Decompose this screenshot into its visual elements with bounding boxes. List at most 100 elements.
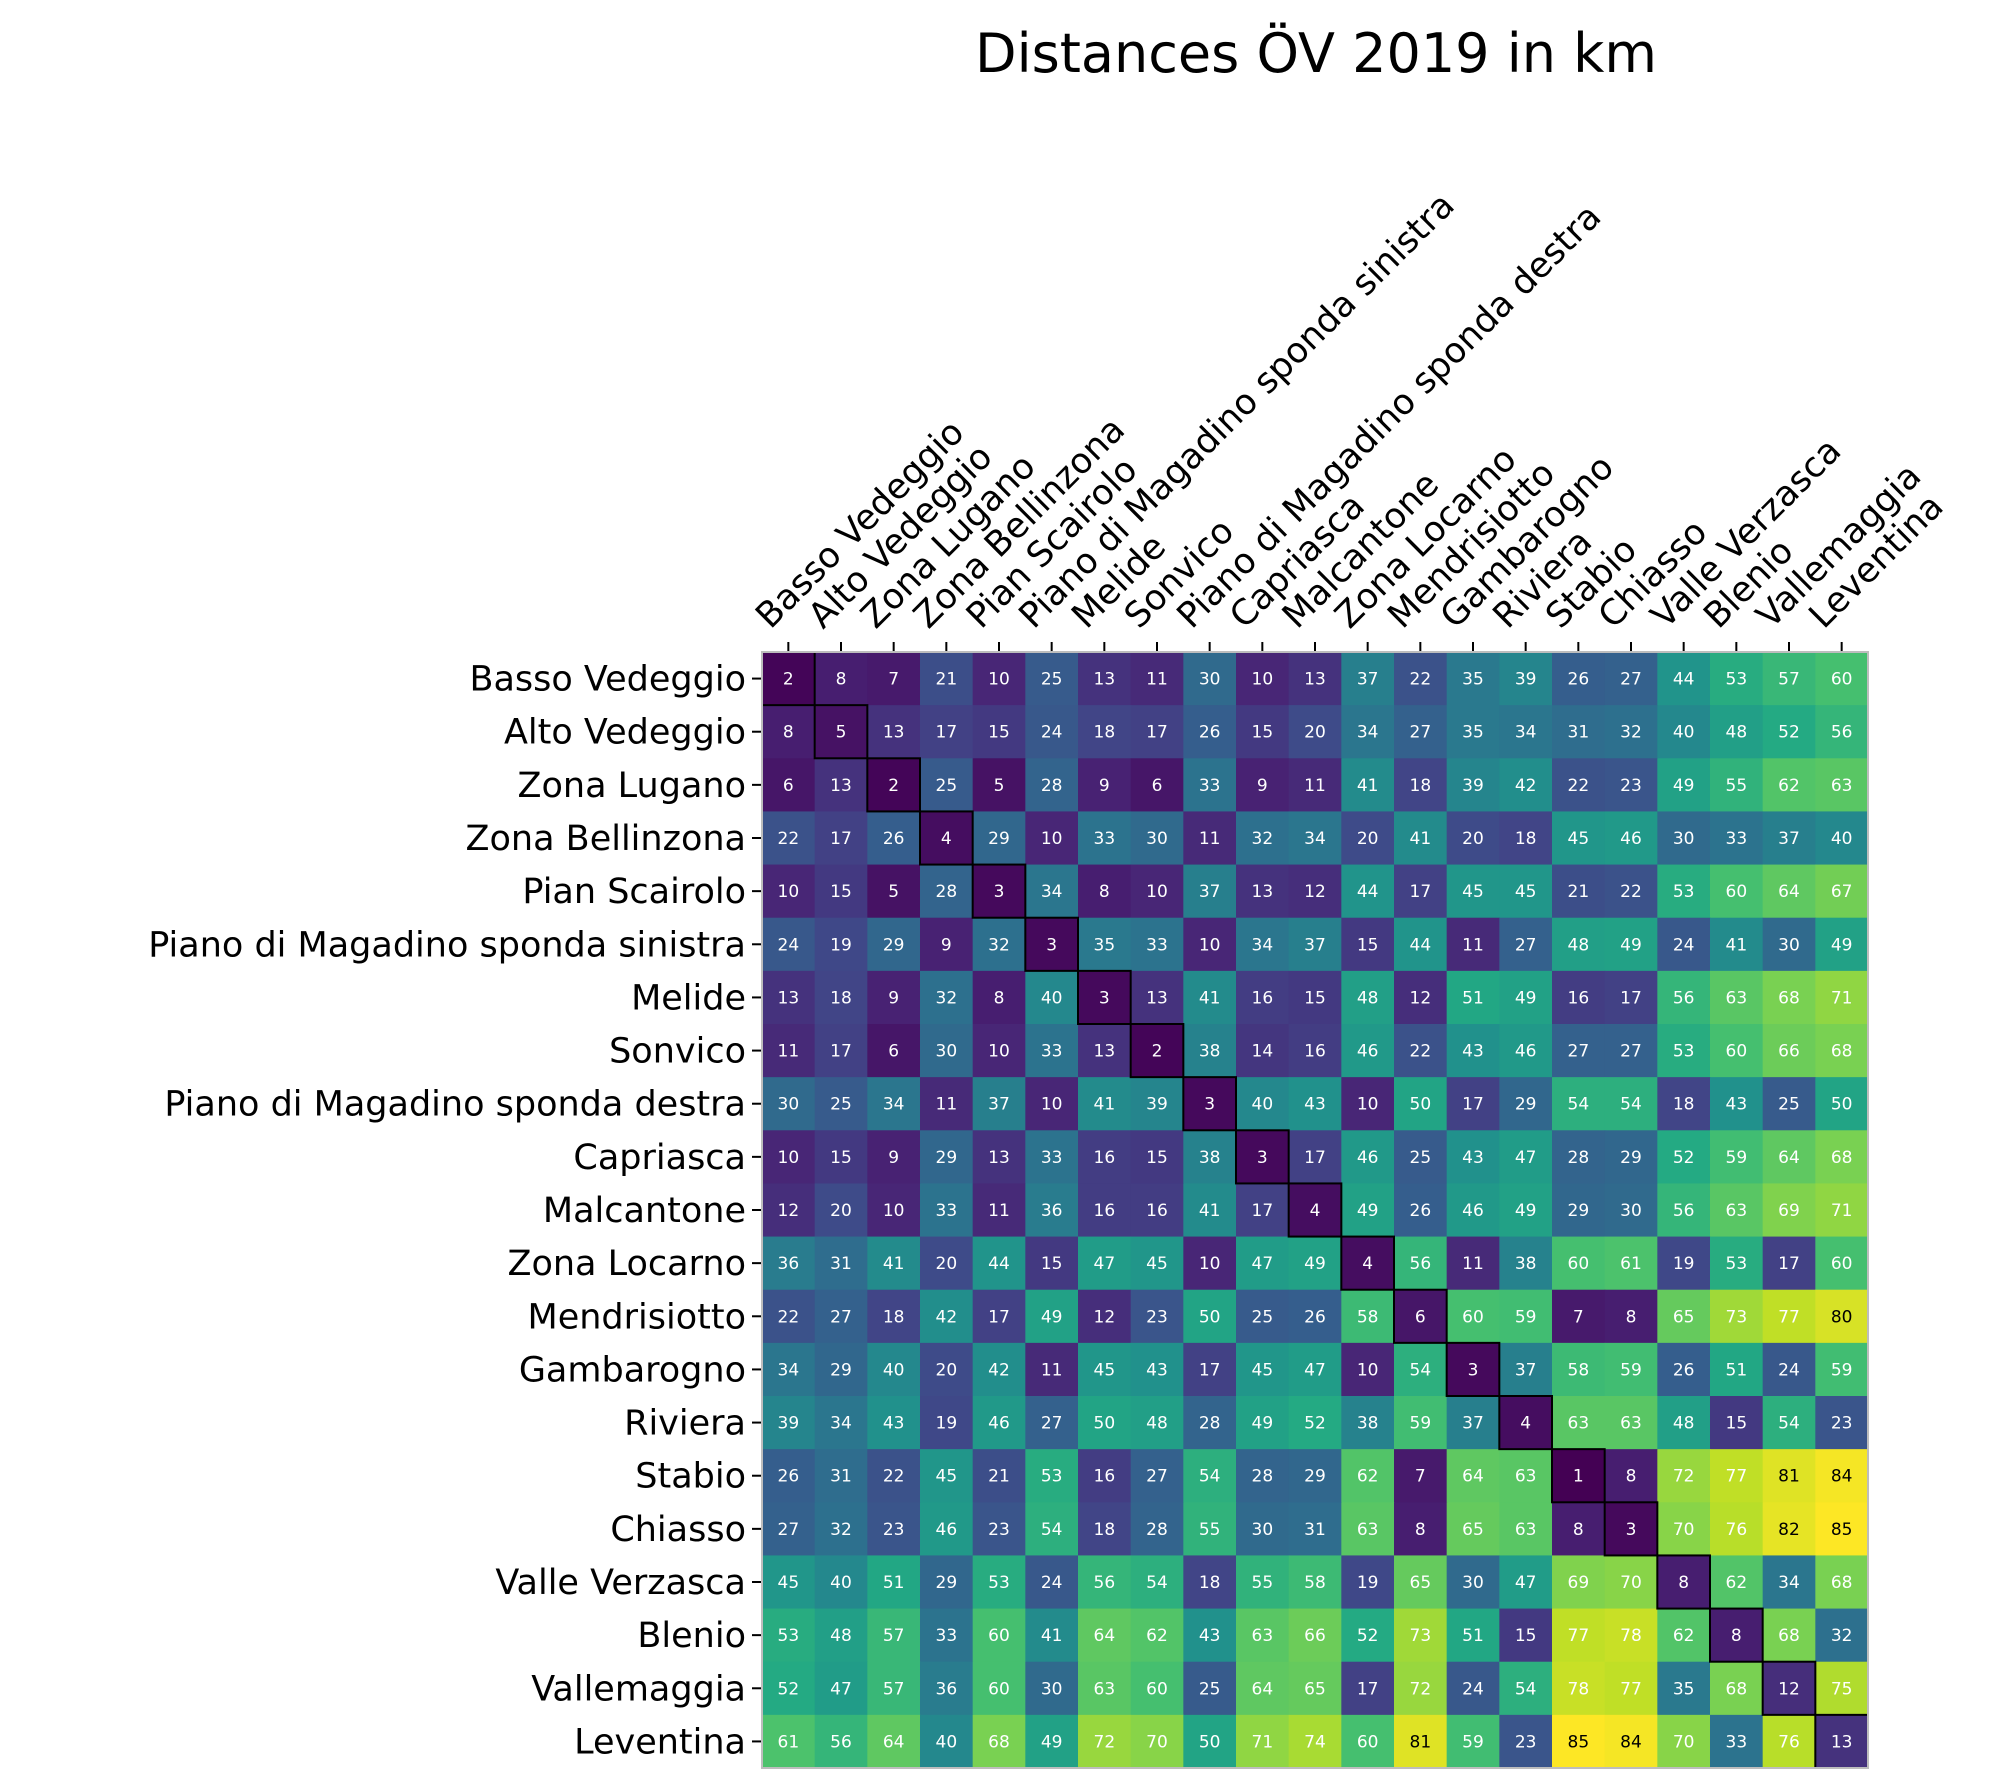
y-tick-label: Capriasca xyxy=(573,1138,746,1178)
heatmap-cell xyxy=(1762,811,1816,866)
heatmap-cell xyxy=(1710,1024,1764,1078)
heatmap-cell xyxy=(1710,705,1764,759)
heatmap-cell xyxy=(920,1396,974,1450)
heatmap-cell xyxy=(1446,758,1500,813)
heatmap-cell xyxy=(1078,705,1132,759)
heatmap-cell xyxy=(1815,1396,1869,1450)
cell-value-label: 36 xyxy=(1041,1201,1063,1221)
heatmap-cell xyxy=(1657,811,1711,866)
cell-value-label: 30 xyxy=(778,1095,800,1115)
heatmap-cell xyxy=(1025,1342,1079,1397)
cell-value-label: 68 xyxy=(1778,988,1800,1008)
heatmap-cell xyxy=(1394,1555,1448,1610)
heatmap-cell xyxy=(1762,1714,1816,1769)
cell-value-label: 52 xyxy=(1304,1414,1326,1434)
heatmap-cell xyxy=(1341,1130,1395,1185)
cell-value-label: 13 xyxy=(1831,1732,1853,1752)
cell-value-label: 55 xyxy=(1252,1573,1274,1593)
heatmap-cell xyxy=(1710,917,1764,972)
heatmap-cell xyxy=(867,917,921,972)
cell-value-label: 28 xyxy=(1199,1414,1221,1434)
cell-value-label: 46 xyxy=(1462,1201,1484,1221)
cell-value-label: 42 xyxy=(1515,776,1537,796)
heatmap-cell xyxy=(920,1555,974,1610)
cell-value-label: 40 xyxy=(830,1573,852,1593)
heatmap-cell xyxy=(1236,1024,1290,1078)
cell-value-label: 46 xyxy=(1357,1148,1379,1168)
cell-value-label: 33 xyxy=(1199,776,1221,796)
heatmap-cell xyxy=(1236,1130,1290,1185)
cell-value-label: 63 xyxy=(1515,1520,1537,1540)
heatmap-cell xyxy=(1762,1608,1816,1663)
diagonal-cell-outline xyxy=(1393,1288,1448,1344)
heatmap-cell xyxy=(972,970,1026,1025)
heatmap-cell xyxy=(1288,1130,1342,1185)
cell-value-label: 25 xyxy=(830,1095,852,1115)
cell-value-label: 52 xyxy=(1357,1626,1379,1646)
heatmap-cell xyxy=(1078,1342,1132,1397)
cell-value-label: 38 xyxy=(1199,1148,1221,1168)
heatmap-cell xyxy=(1078,1608,1132,1663)
heatmap-cell xyxy=(1604,1342,1658,1397)
cell-value-label: 55 xyxy=(1726,776,1748,796)
cell-value-label: 34 xyxy=(1252,935,1274,955)
heatmap-cell xyxy=(814,811,868,866)
heatmap-cell xyxy=(1183,1289,1237,1344)
cell-value-label: 64 xyxy=(883,1732,905,1752)
cell-value-label: 54 xyxy=(1620,1095,1642,1115)
heatmap-cell xyxy=(1078,652,1132,706)
heatmap-cell xyxy=(867,1077,921,1131)
heatmap-cell xyxy=(972,705,1026,759)
cell-value-label: 34 xyxy=(1041,882,1063,902)
cell-value-label: 22 xyxy=(778,829,800,849)
cell-value-label: 45 xyxy=(1146,1254,1168,1274)
cell-value-label: 46 xyxy=(1515,1042,1537,1062)
heatmap-cell xyxy=(1236,1608,1290,1663)
cell-value-label: 45 xyxy=(1252,1360,1274,1380)
cell-value-label: 63 xyxy=(1726,1201,1748,1221)
heatmap-cell xyxy=(762,652,816,706)
cell-value-label: 34 xyxy=(1778,1573,1800,1593)
heatmap-cell xyxy=(920,917,974,972)
heatmap-cell xyxy=(1710,1449,1764,1503)
heatmap-cell xyxy=(1762,1555,1816,1610)
heatmap-cell xyxy=(1604,917,1658,972)
heatmap-cell xyxy=(1236,1342,1290,1397)
heatmap-cell xyxy=(1236,1449,1290,1503)
cell-value-label: 71 xyxy=(1831,988,1853,1008)
heatmap-cell xyxy=(1604,1502,1658,1557)
heatmap-cell xyxy=(1130,1024,1184,1078)
cell-value-label: 10 xyxy=(778,882,800,902)
cell-value-label: 27 xyxy=(830,1307,852,1327)
cell-value-label: 8 xyxy=(1099,882,1110,902)
heatmap-cell xyxy=(1815,1024,1869,1078)
cell-value-label: 60 xyxy=(988,1626,1010,1646)
cell-value-label: 54 xyxy=(1778,1414,1800,1434)
heatmap-cell xyxy=(1710,1396,1764,1450)
cell-value-label: 4 xyxy=(1362,1254,1373,1274)
heatmap-cell xyxy=(1657,1289,1711,1344)
heatmap-cell xyxy=(814,1449,868,1503)
cell-value-label: 46 xyxy=(1620,829,1642,849)
cell-value-label: 28 xyxy=(1041,776,1063,796)
heatmap-cell xyxy=(1236,1077,1290,1131)
heatmap-cell xyxy=(762,1077,816,1131)
y-tick-label: Chiasso xyxy=(610,1510,746,1550)
cell-value-label: 50 xyxy=(1199,1307,1221,1327)
heatmap-cell xyxy=(1552,970,1606,1025)
cell-value-label: 34 xyxy=(778,1360,800,1380)
cell-value-label: 54 xyxy=(1568,1095,1590,1115)
heatmap-cell xyxy=(1446,1289,1500,1344)
heatmap-cell xyxy=(1288,1183,1342,1238)
y-tick-label: Melide xyxy=(631,978,746,1018)
heatmap-cell xyxy=(1341,970,1395,1025)
cell-value-label: 66 xyxy=(1304,1626,1326,1646)
cell-value-label: 29 xyxy=(936,1148,958,1168)
cell-value-label: 53 xyxy=(778,1626,800,1646)
heatmap-cell xyxy=(1394,1024,1448,1078)
heatmap-cell xyxy=(1078,811,1132,866)
heatmap-cell xyxy=(1078,1661,1132,1716)
cell-value-label: 22 xyxy=(1410,670,1432,690)
cell-value-label: 68 xyxy=(1831,1573,1853,1593)
